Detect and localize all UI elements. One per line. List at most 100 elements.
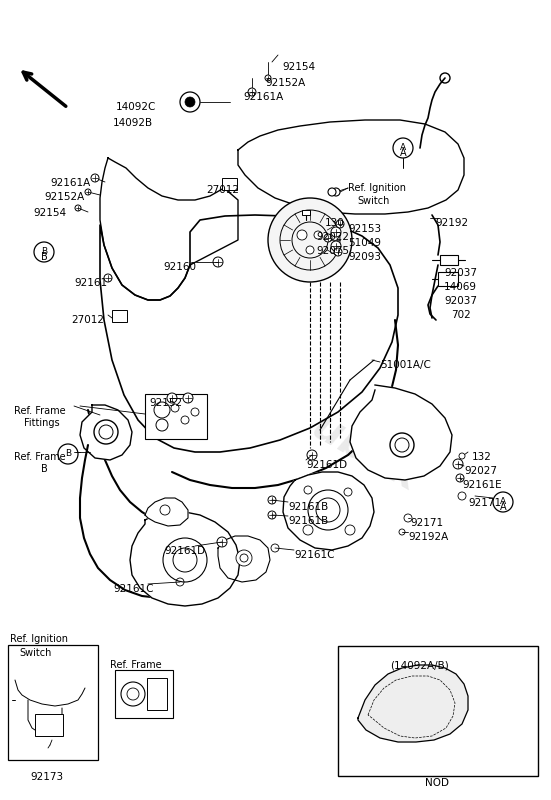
Text: Fittings: Fittings (24, 418, 60, 428)
Text: 92037: 92037 (444, 268, 477, 278)
Text: 92160: 92160 (163, 262, 196, 272)
Text: 51049: 51049 (348, 238, 381, 248)
Polygon shape (358, 665, 468, 742)
Circle shape (51, 720, 57, 726)
Circle shape (191, 408, 199, 416)
Circle shape (180, 92, 200, 112)
Circle shape (240, 554, 248, 562)
Circle shape (265, 75, 271, 81)
Text: 132: 132 (472, 452, 492, 462)
Text: 92153: 92153 (348, 224, 381, 234)
Circle shape (314, 231, 322, 239)
Circle shape (248, 88, 256, 96)
Circle shape (160, 505, 170, 515)
Text: Switch: Switch (357, 196, 390, 206)
Text: Ref. Frame: Ref. Frame (110, 660, 161, 670)
Polygon shape (130, 512, 240, 606)
Text: PartsRepublik: PartsRepublik (125, 301, 426, 499)
Text: 92093: 92093 (348, 252, 381, 262)
Circle shape (91, 174, 99, 182)
Circle shape (236, 550, 252, 566)
Text: 92161: 92161 (74, 278, 107, 288)
Polygon shape (218, 536, 270, 582)
Text: 92192: 92192 (435, 218, 468, 228)
Text: 92154: 92154 (282, 62, 315, 72)
Text: B: B (41, 464, 47, 474)
Text: 92152A: 92152A (265, 78, 305, 88)
Text: 92075: 92075 (316, 246, 349, 256)
Text: 92171: 92171 (410, 518, 443, 528)
Text: B: B (41, 247, 47, 257)
Bar (440, 255, 458, 265)
Text: 14069: 14069 (444, 282, 477, 292)
Bar (145, 394, 207, 439)
Text: Switch: Switch (19, 648, 51, 658)
Text: A: A (400, 143, 406, 153)
Text: B: B (41, 252, 47, 262)
Bar (338, 646, 538, 776)
Text: 92027: 92027 (464, 466, 497, 476)
Text: 51001A/C: 51001A/C (380, 360, 431, 370)
Text: 27012: 27012 (71, 315, 104, 325)
Text: NOD: NOD (425, 778, 449, 788)
Polygon shape (283, 472, 374, 550)
Polygon shape (80, 405, 132, 460)
Text: 14092B: 14092B (113, 118, 153, 128)
Text: 14092C: 14092C (116, 102, 156, 112)
Bar (222, 178, 237, 190)
Circle shape (456, 474, 464, 482)
Text: 92022: 92022 (316, 232, 349, 242)
Circle shape (307, 450, 317, 460)
Text: A: A (399, 148, 406, 158)
Text: 92173: 92173 (30, 772, 63, 782)
Text: 92171: 92171 (468, 498, 501, 508)
Circle shape (271, 544, 279, 552)
Circle shape (324, 234, 332, 242)
Text: 92161B: 92161B (288, 516, 328, 526)
Circle shape (331, 227, 341, 237)
Text: 92161B: 92161B (288, 502, 328, 512)
Text: 92161A: 92161A (243, 92, 283, 102)
Text: A: A (500, 502, 506, 512)
Circle shape (85, 189, 91, 195)
Circle shape (185, 97, 195, 107)
Circle shape (453, 459, 463, 469)
Circle shape (306, 246, 314, 254)
Text: 130: 130 (325, 218, 345, 228)
Circle shape (297, 230, 307, 240)
Polygon shape (350, 385, 452, 480)
Text: B: B (65, 450, 71, 458)
Polygon shape (100, 158, 238, 300)
Text: A: A (500, 498, 506, 506)
Circle shape (304, 486, 312, 494)
Circle shape (332, 188, 340, 196)
Text: Ref. Ignition: Ref. Ignition (10, 634, 68, 644)
Circle shape (268, 496, 276, 504)
Circle shape (75, 205, 81, 211)
Bar (115, 670, 173, 718)
Text: 92161D: 92161D (306, 460, 347, 470)
Text: Ref. Frame: Ref. Frame (14, 452, 66, 462)
Circle shape (121, 682, 145, 706)
Polygon shape (145, 498, 188, 526)
Bar (147, 678, 167, 710)
Text: 92161E: 92161E (462, 480, 501, 490)
Text: 702: 702 (451, 310, 471, 320)
Bar (35, 714, 63, 736)
Circle shape (303, 525, 313, 535)
Circle shape (344, 488, 352, 496)
Circle shape (334, 248, 342, 256)
Circle shape (331, 241, 341, 251)
Text: 92192A: 92192A (408, 532, 449, 542)
Text: 92037: 92037 (444, 296, 477, 306)
Circle shape (176, 578, 184, 586)
Circle shape (213, 257, 223, 267)
Circle shape (399, 529, 405, 535)
Polygon shape (100, 215, 398, 452)
Text: Ref. Frame: Ref. Frame (14, 406, 66, 416)
Circle shape (153, 686, 161, 694)
Text: 92152A: 92152A (44, 192, 84, 202)
Circle shape (268, 198, 352, 282)
Text: 27012: 27012 (206, 185, 239, 195)
Text: 92152: 92152 (149, 398, 182, 408)
